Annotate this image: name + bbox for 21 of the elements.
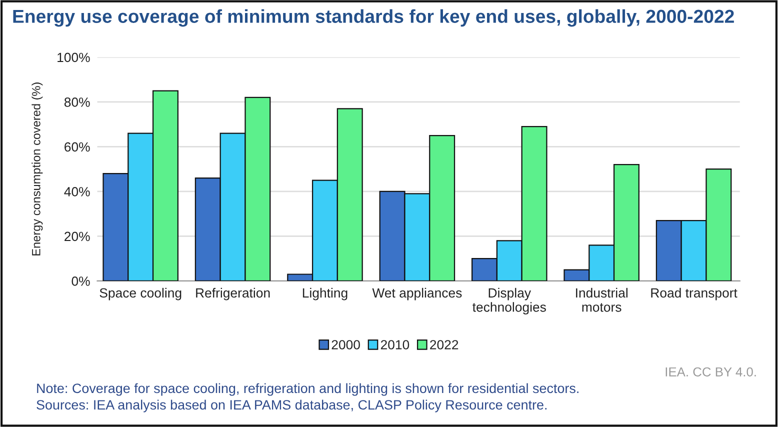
x-tick-label: Industrial motors — [576, 288, 628, 312]
text: IEA. CC BY 4.0. — [666, 367, 756, 376]
x-tick-label: Road transport — [651, 288, 738, 300]
y-tick-label: 40% — [64, 187, 90, 196]
y-tick-label: 100% — [58, 52, 90, 62]
chart-title: Energy use coverage of minimum standards for key end uses, globally, 2000-2022 — [13, 9, 734, 27]
x-tick-label: Wet appliances — [372, 288, 462, 300]
legend-label: 2000 — [332, 340, 360, 350]
source-note: Sources: IEA analysis based on IEA PAMS database, CLASP Policy Resource centre. — [36, 400, 547, 412]
y-tick-label: 60% — [64, 142, 90, 152]
y-tick-label: 20% — [64, 232, 90, 242]
x-tick-label: Refrigeration — [196, 288, 270, 300]
x-tick-label: Display technologies — [472, 288, 546, 314]
x-tick-label: Lighting — [302, 288, 348, 300]
y-tick-label: 80% — [64, 98, 90, 107]
y-tick-label: 0% — [72, 276, 90, 286]
legend-label: 2022 — [430, 340, 458, 350]
text: Note: Coverage for space cooling, refrigeration and lighting is shown for residential sectors. — [37, 383, 578, 396]
legend-label: 2010 — [380, 340, 410, 350]
y-axis-title: Energy consumption covered (%) — [32, 82, 43, 256]
x-tick-label: Space cooling — [100, 288, 182, 300]
